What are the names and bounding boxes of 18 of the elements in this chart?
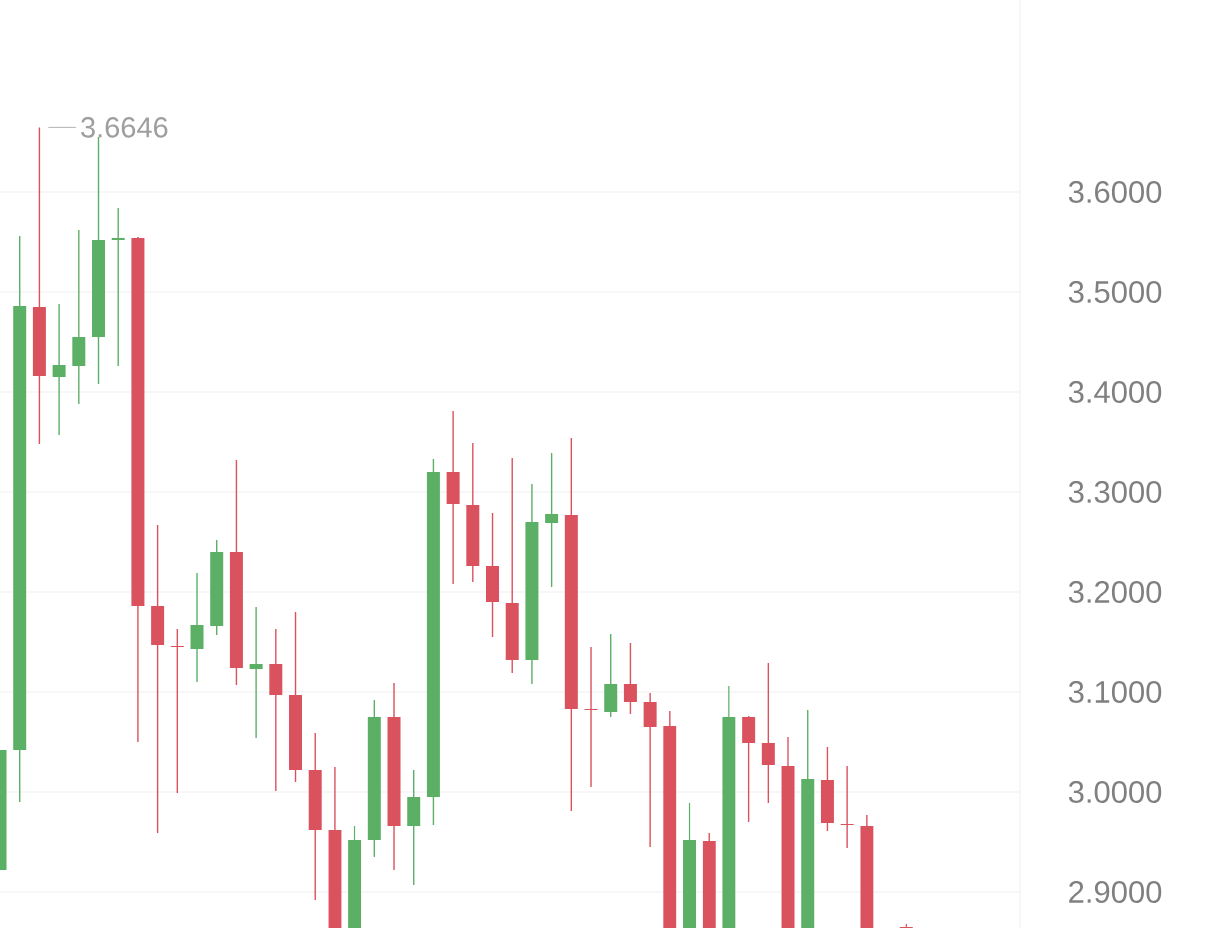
candlestick — [52, 303, 66, 436]
y-tick-label: 3.3000 — [1068, 481, 1162, 503]
candlestick — [623, 642, 637, 715]
candlestick — [249, 606, 263, 739]
candlestick — [840, 765, 854, 849]
y-tick-label: 3.5000 — [1068, 281, 1162, 303]
y-tick-label: 2.9000 — [1069, 881, 1162, 903]
candlestick — [111, 207, 125, 367]
candlestick — [170, 628, 184, 794]
candlestick — [761, 662, 775, 804]
y-tick-label: 3.0000 — [1068, 781, 1162, 803]
candlestick — [545, 452, 559, 588]
annotation: 3.6646 — [81, 117, 168, 138]
y-tick-label: 3.6000 — [1068, 181, 1162, 203]
y-tick-label: 3.1000 — [1068, 681, 1162, 703]
y-tick-label: 3.4000 — [1068, 381, 1162, 403]
candlestick — [584, 646, 598, 788]
y-tick-label: 3.2000 — [1068, 581, 1162, 603]
